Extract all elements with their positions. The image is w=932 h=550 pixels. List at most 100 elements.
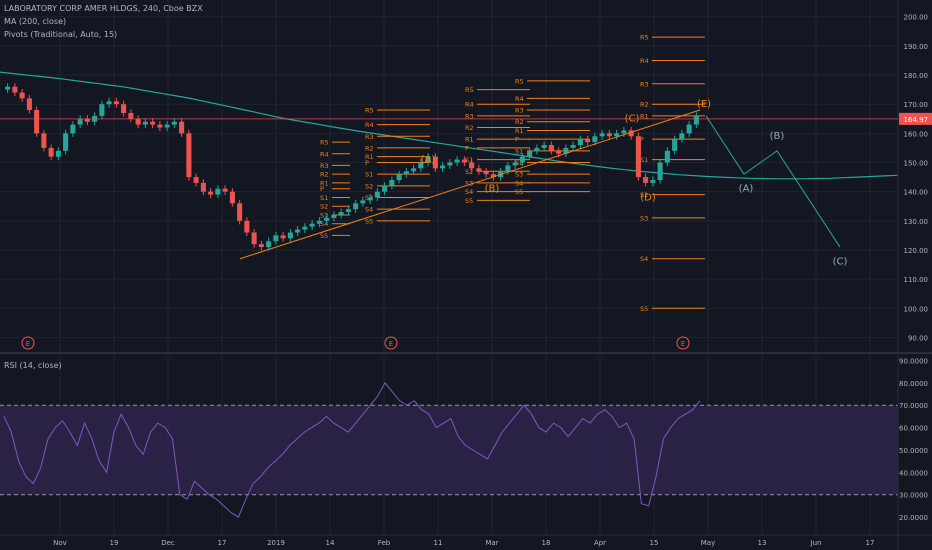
pivot-label: R2: [365, 144, 374, 152]
wave-label: (A): [421, 155, 436, 166]
candle: [215, 188, 221, 195]
candle: [273, 235, 279, 242]
time-tick-label: 11: [434, 539, 443, 547]
pivot-label: S2: [320, 203, 328, 211]
pivots-legend: Pivots (Traditional, Auto, 15): [4, 30, 118, 39]
pivot-label: S1: [320, 194, 328, 202]
pivot-label: S3: [640, 214, 648, 222]
candle: [208, 191, 214, 195]
candle: [425, 156, 431, 163]
moving-average: [0, 71, 899, 180]
candle: [490, 174, 496, 178]
price-tick-label: 180.00: [904, 72, 929, 80]
candle: [679, 133, 685, 140]
candle: [99, 104, 105, 116]
candle: [614, 133, 620, 137]
pivot-label: R1: [320, 179, 329, 187]
price-tick-label: 100.00: [904, 305, 929, 313]
candle: [237, 203, 243, 221]
rsi-tick-label: 20.0000: [899, 514, 928, 522]
candle: [331, 214, 337, 218]
pivot-label: P: [640, 136, 644, 144]
candle: [592, 136, 598, 143]
time-tick-label: 18: [542, 539, 551, 547]
candle: [686, 124, 692, 134]
candle: [193, 177, 199, 183]
pivot-label: P: [465, 144, 469, 152]
candle: [505, 165, 511, 172]
candle: [512, 162, 518, 166]
candle: [527, 150, 533, 157]
candles: [5, 83, 699, 251]
last-price-badge: [899, 112, 932, 125]
candle: [345, 209, 351, 213]
candle: [389, 180, 395, 186]
candle: [316, 220, 322, 224]
time-tick-label: Jun: [810, 539, 822, 547]
candle: [382, 185, 388, 192]
candle: [70, 124, 76, 134]
time-tick-label: Nov: [53, 539, 67, 547]
time-tick-label: 13: [758, 539, 767, 547]
candle: [469, 162, 475, 169]
pivot-label: S2: [365, 182, 373, 190]
candle: [295, 229, 301, 233]
candle: [672, 139, 678, 151]
candle: [77, 118, 83, 125]
candle: [570, 145, 576, 148]
symbol-title: LABORATORY CORP AMER HLDGS, 240, Cboe BZ…: [4, 4, 203, 13]
pivot-label: S2: [640, 191, 648, 199]
candle: [113, 101, 119, 105]
wave-label: (B): [770, 131, 785, 142]
candle: [461, 159, 467, 163]
pivot-label: S1: [640, 156, 648, 164]
rsi-band: [0, 405, 898, 495]
wave-label: (C): [833, 257, 848, 268]
candle: [229, 191, 235, 204]
pivot-label: S3: [515, 171, 523, 179]
pivot-label: R4: [465, 101, 474, 109]
wave-projection-line: [705, 115, 841, 248]
time-tick-label: 15: [650, 539, 659, 547]
wave-label: (B): [485, 184, 500, 195]
candle: [440, 165, 446, 169]
candle: [657, 162, 663, 180]
wave-label: (D): [640, 192, 656, 203]
price-tick-label: 110.00: [904, 276, 929, 284]
candle: [396, 174, 402, 180]
candle: [563, 147, 569, 154]
candle: [577, 139, 583, 146]
pivot-label: S4: [515, 179, 523, 187]
candle: [454, 159, 460, 163]
wave-label: (A): [739, 184, 754, 195]
candle: [34, 110, 40, 134]
pivot-label: R4: [515, 95, 524, 103]
candle: [258, 244, 264, 248]
candle: [411, 168, 417, 172]
pivot-label: S5: [320, 232, 328, 240]
time-tick-label: Dec: [161, 539, 175, 547]
pivot-label: S5: [515, 188, 523, 196]
rsi-tick-label: 80.0000: [899, 380, 928, 388]
candle: [41, 133, 47, 148]
time-tick-label: Mar: [485, 539, 498, 547]
pivot-label: S5: [465, 197, 473, 205]
pivot-label: R2: [465, 124, 474, 132]
price-tick-label: 90.00: [908, 334, 928, 342]
earnings-marker: [21, 336, 35, 350]
candle: [447, 162, 453, 166]
ma-200-line: [0, 71, 899, 180]
candle: [128, 112, 134, 119]
candle: [367, 197, 373, 201]
rsi-tick-label: 30.0000: [899, 492, 928, 500]
candle: [483, 171, 489, 175]
candle: [585, 139, 591, 143]
candle: [664, 150, 670, 163]
pivot-label: R5: [365, 107, 374, 115]
candle: [135, 118, 141, 125]
pivot-label: R3: [320, 162, 329, 170]
candle: [171, 121, 177, 125]
candle: [12, 86, 18, 93]
